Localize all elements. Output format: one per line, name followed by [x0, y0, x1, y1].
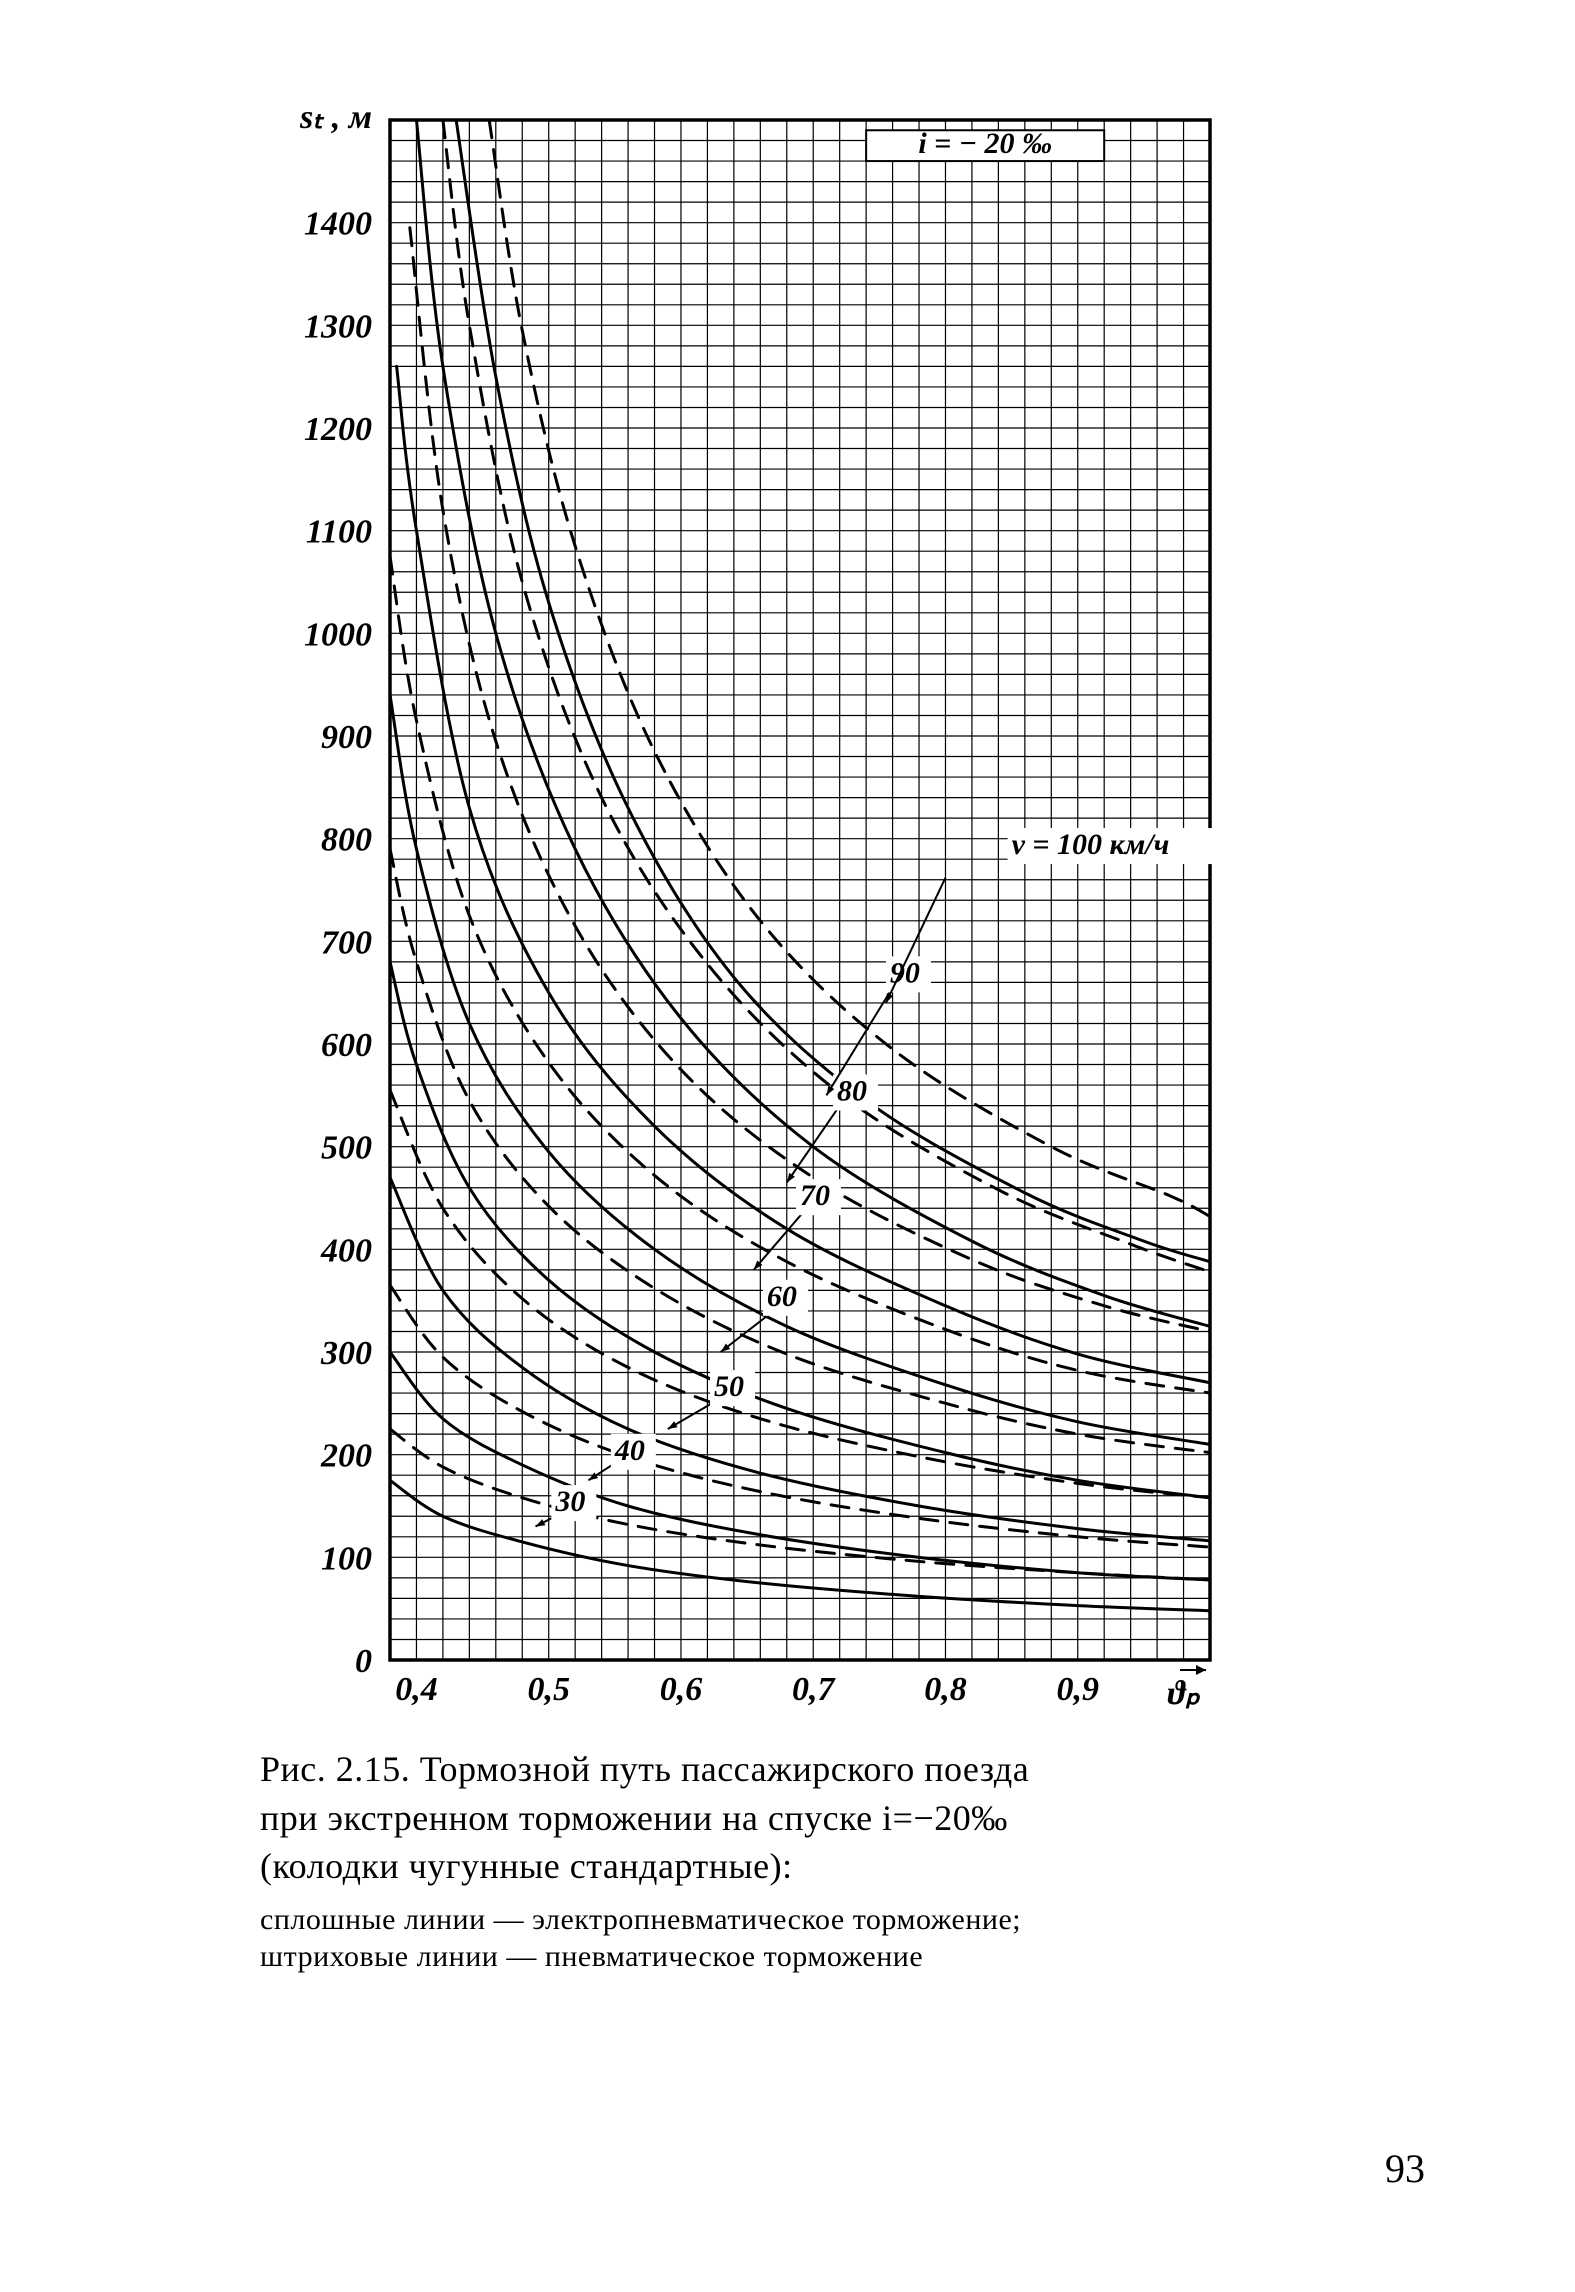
- svg-text:600: 600: [321, 1027, 372, 1064]
- svg-text:400: 400: [320, 1232, 372, 1269]
- svg-text:70: 70: [800, 1179, 830, 1212]
- svg-text:800: 800: [321, 822, 372, 859]
- svg-text:0,8: 0,8: [924, 1671, 967, 1708]
- svg-text:300: 300: [320, 1335, 372, 1372]
- svg-text:1000: 1000: [304, 616, 372, 653]
- caption-line-1: Рис. 2.15. Тормозной путь пассажирского …: [260, 1749, 1029, 1789]
- svg-text:0,6: 0,6: [660, 1671, 703, 1708]
- caption-line-5: штриховые линии — пневматическое торможе…: [260, 1940, 923, 1973]
- svg-text:1200: 1200: [304, 411, 372, 448]
- svg-text:700: 700: [321, 924, 372, 961]
- svg-text:0,7: 0,7: [792, 1671, 837, 1708]
- caption-line-4: сплошные линии — электропневматическое т…: [260, 1903, 1021, 1936]
- svg-text:100: 100: [321, 1540, 372, 1577]
- svg-text:ϑₚ: ϑₚ: [1168, 1675, 1201, 1712]
- svg-text:60: 60: [767, 1280, 797, 1313]
- page-number: 93: [1385, 2145, 1425, 2192]
- svg-text:0,5: 0,5: [527, 1671, 570, 1708]
- svg-text:80: 80: [837, 1074, 867, 1107]
- svg-text:40: 40: [614, 1434, 645, 1467]
- svg-text:0,4: 0,4: [395, 1671, 438, 1708]
- figure-caption: Рис. 2.15. Тормозной путь пассажирского …: [260, 1745, 1270, 1976]
- svg-text:200: 200: [320, 1438, 372, 1475]
- svg-text:v = 100 км/ч: v = 100 км/ч: [1012, 828, 1170, 861]
- svg-text:1100: 1100: [306, 514, 372, 551]
- svg-text:500: 500: [321, 1130, 372, 1167]
- svg-text:i = − 20 ‰: i = − 20 ‰: [918, 127, 1052, 160]
- svg-text:0: 0: [355, 1643, 372, 1680]
- svg-text:900: 900: [321, 719, 372, 756]
- svg-text:50: 50: [714, 1370, 744, 1403]
- svg-text:sₜ , м: sₜ , м: [299, 99, 372, 136]
- chart-container: 0 100 200 300 400 500 600 700 800 900 1000 1100 1200…: [260, 90, 1280, 1735]
- svg-text:1300: 1300: [304, 308, 372, 345]
- caption-line-3: (колодки чугунные стандартные):: [260, 1846, 793, 1886]
- svg-text:1400: 1400: [304, 206, 372, 243]
- caption-line-2: при экстренном торможении на спуске i=−2…: [260, 1798, 1008, 1838]
- braking-distance-chart: 0 100 200 300 400 500 600 700 800 900 1000 1100 1200…: [260, 90, 1280, 1730]
- svg-text:30: 30: [554, 1485, 585, 1518]
- svg-text:0,9: 0,9: [1056, 1671, 1099, 1708]
